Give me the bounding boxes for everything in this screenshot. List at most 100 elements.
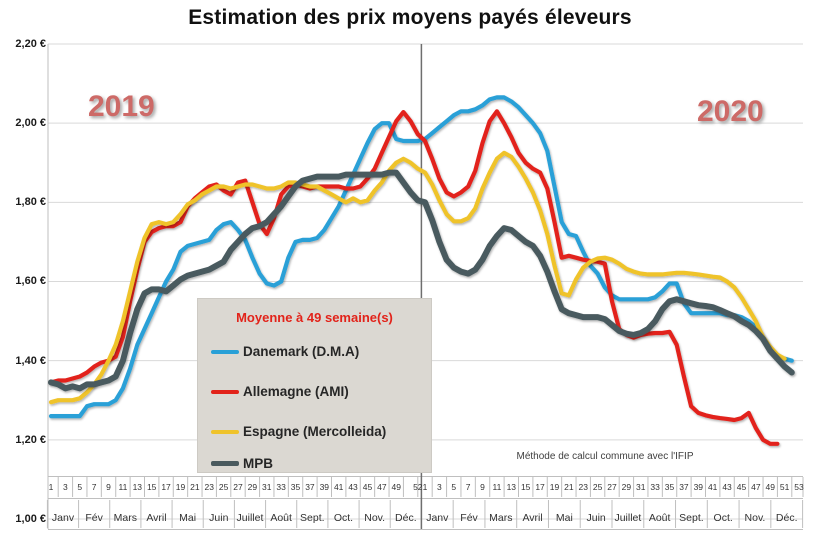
series-mpb bbox=[48, 169, 795, 392]
week-label: 45 bbox=[736, 482, 747, 492]
month-label: Nov. bbox=[744, 512, 766, 524]
week-label: 35 bbox=[664, 482, 675, 492]
week-label: 37 bbox=[305, 482, 315, 492]
week-label: 35 bbox=[290, 482, 301, 492]
month-label: Août bbox=[648, 512, 671, 524]
y-axis-label: 1,80 € bbox=[15, 196, 46, 209]
week-label: 21 bbox=[564, 482, 574, 492]
month-label: Déc. bbox=[395, 512, 417, 524]
week-label: 23 bbox=[578, 482, 588, 492]
month-label: Juin bbox=[586, 512, 606, 524]
month-label: Mars bbox=[489, 512, 513, 524]
legend-item-label: Allemagne (AMI) bbox=[243, 384, 349, 399]
week-label: 31 bbox=[636, 482, 646, 492]
week-label: 13 bbox=[506, 482, 517, 492]
legend-title: Moyenne à 49 semaine(s) bbox=[236, 310, 393, 325]
month-label: Déc. bbox=[775, 512, 798, 524]
week-label: 39 bbox=[319, 482, 330, 492]
legend-item-label: Espagne (Mercolleida) bbox=[243, 424, 387, 439]
week-label: 17 bbox=[161, 482, 171, 492]
month-label: Nov. bbox=[364, 512, 386, 524]
month-label: Mai bbox=[179, 512, 197, 524]
week-label: 29 bbox=[247, 482, 258, 492]
month-label: Oct. bbox=[333, 512, 354, 524]
week-label: 3 bbox=[63, 482, 68, 492]
month-label: Janv bbox=[51, 512, 75, 524]
y-axis-label: 1,60 € bbox=[15, 275, 46, 288]
week-label: 45 bbox=[362, 482, 373, 492]
month-label: Juillet bbox=[614, 512, 642, 524]
week-label: 11 bbox=[492, 482, 502, 492]
legend-item-espagne: Espagne (Mercolleida) bbox=[211, 424, 386, 439]
y-axis-label: 2,20 € bbox=[15, 38, 46, 50]
month-label: Mai bbox=[555, 512, 573, 524]
year-label-2019: 2019 bbox=[88, 90, 155, 123]
legend-item-label: MPB bbox=[243, 456, 273, 471]
week-label: 52 bbox=[413, 482, 423, 492]
month-label: Fév bbox=[85, 512, 103, 524]
y-axis-label: 2,00 € bbox=[15, 117, 46, 130]
week-label: 15 bbox=[520, 482, 531, 492]
danemark-line-swatch bbox=[211, 349, 239, 354]
allemagne-line-swatch bbox=[211, 389, 239, 394]
week-label: 5 bbox=[77, 482, 83, 492]
series-lines bbox=[48, 95, 795, 446]
week-label: 9 bbox=[480, 482, 485, 492]
week-label: 31 bbox=[262, 482, 272, 492]
week-label: 25 bbox=[218, 482, 229, 492]
footnote: Méthode de calcul commune avec l'IFIP bbox=[516, 451, 694, 462]
series-allemagne-ami bbox=[48, 109, 780, 446]
month-label: Fév bbox=[460, 512, 478, 524]
week-label: 29 bbox=[621, 482, 632, 492]
week-label: 33 bbox=[650, 482, 660, 492]
week-label: 49 bbox=[765, 482, 775, 492]
month-label: Sept. bbox=[300, 512, 325, 524]
week-label: 21 bbox=[190, 482, 200, 492]
week-label: 19 bbox=[549, 482, 560, 492]
week-label: 49 bbox=[391, 482, 401, 492]
week-label: 7 bbox=[465, 482, 471, 492]
legend-item-mpb: MPB bbox=[211, 456, 273, 471]
week-label: 25 bbox=[592, 482, 603, 492]
axis-lines bbox=[46, 44, 804, 530]
chart-title: Estimation des prix moyens payés éleveur… bbox=[188, 6, 632, 29]
week-label: 41 bbox=[707, 482, 718, 492]
week-label: 19 bbox=[175, 482, 186, 492]
week-label: 43 bbox=[348, 482, 358, 492]
week-label: 7 bbox=[91, 482, 97, 492]
week-label: 1 bbox=[48, 482, 54, 492]
week-label: 47 bbox=[751, 482, 761, 492]
week-label: 51 bbox=[779, 482, 790, 492]
year-label-2020: 2020 bbox=[697, 95, 764, 128]
month-label: Mars bbox=[113, 512, 137, 524]
month-label: Avril bbox=[522, 512, 543, 524]
month-label: Janv bbox=[426, 512, 449, 524]
month-label: Avril bbox=[146, 512, 167, 524]
week-label: 3 bbox=[437, 482, 442, 492]
week-label: 11 bbox=[118, 482, 128, 492]
week-label: 33 bbox=[276, 482, 286, 492]
month-label: Juin bbox=[209, 512, 229, 524]
week-label: 9 bbox=[106, 482, 111, 492]
week-label: 47 bbox=[377, 482, 387, 492]
legend-item-danemark: Danemark (D.M.A) bbox=[211, 344, 359, 359]
month-label: Juillet bbox=[236, 512, 264, 524]
week-label: 27 bbox=[233, 482, 243, 492]
week-label: 5 bbox=[451, 482, 457, 492]
week-label: 17 bbox=[535, 482, 545, 492]
y-axis-label: 1,00 € bbox=[15, 512, 46, 525]
month-label: Sept. bbox=[679, 512, 704, 524]
legend: Moyenne à 49 semaine(s) Danemark (D.M.A)… bbox=[197, 298, 432, 473]
legend-item-label: Danemark (D.M.A) bbox=[243, 344, 360, 359]
week-label: 13 bbox=[132, 482, 143, 492]
week-label: 41 bbox=[333, 482, 344, 492]
legend-item-allemagne: Allemagne (AMI) bbox=[211, 384, 349, 399]
week-label: 15 bbox=[146, 482, 157, 492]
week-label: 43 bbox=[722, 482, 732, 492]
espagne-line-swatch bbox=[211, 429, 239, 434]
week-label: 39 bbox=[693, 482, 704, 492]
y-axis-label: 1,40 € bbox=[15, 354, 46, 367]
week-label: 37 bbox=[679, 482, 689, 492]
